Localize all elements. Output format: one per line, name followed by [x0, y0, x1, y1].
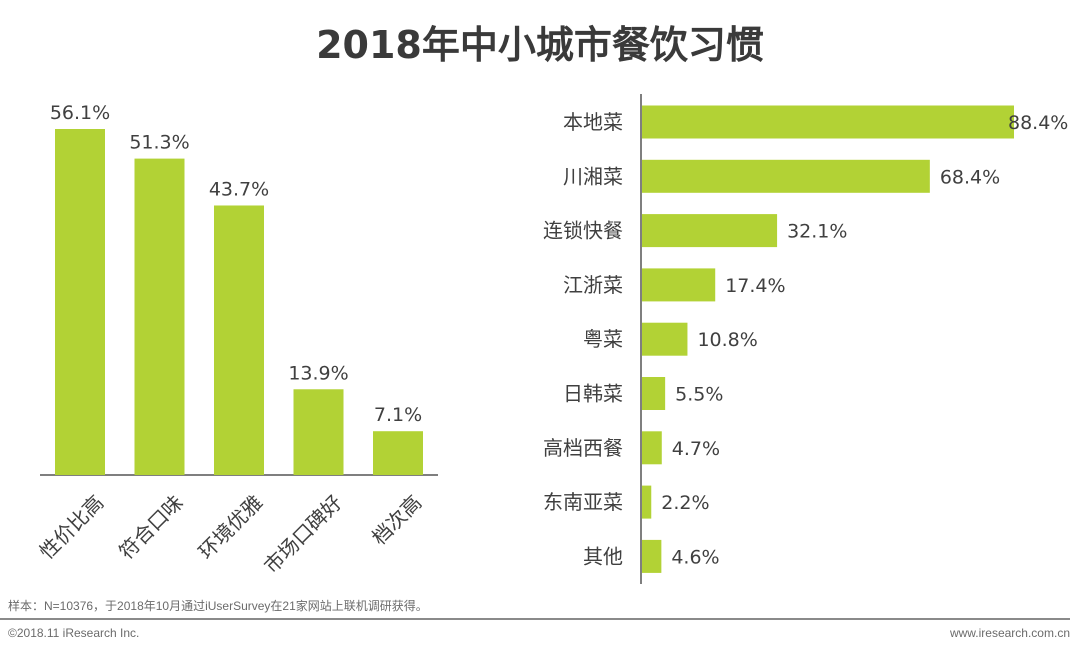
bar	[214, 205, 264, 475]
sample-note: 样本：N=10376，于2018年10月通过iUserSurvey在21家网站上…	[8, 599, 428, 613]
bar	[642, 431, 662, 465]
category-tick-label: 连锁快餐	[543, 219, 623, 243]
category-tick-label: 川湘菜	[563, 164, 623, 188]
bar	[134, 158, 185, 475]
bar	[642, 268, 716, 302]
category-tick-label: 符合口味	[114, 490, 188, 564]
data-label: 2.2%	[661, 492, 709, 514]
category-tick-label: 本地菜	[563, 110, 623, 134]
bar	[642, 539, 662, 573]
right-bar-chart: 本地菜 88.4% 川湘菜 68.4% 连锁快餐 32.1% 江浙菜 17.4% 粤菜 10.8%…	[543, 94, 1068, 584]
left-bar-chart: 56.1% 性价比高 51.3% 符合口味 43.7% 环境优雅 13.9% 市场口碑好 7.1…	[35, 102, 438, 578]
data-label: 10.8%	[697, 329, 757, 351]
data-label: 56.1%	[50, 102, 110, 124]
category-tick-label: 市场口碑好	[259, 490, 347, 578]
copyright: ©2018.11 iResearch Inc.	[8, 626, 140, 640]
category-tick-label: 性价比高	[35, 490, 109, 564]
bar	[642, 159, 930, 193]
data-label: 43.7%	[209, 178, 269, 200]
bar	[642, 322, 688, 356]
category-tick-label: 环境优雅	[194, 490, 268, 564]
category-tick-label: 东南亚菜	[543, 490, 623, 514]
bar	[642, 377, 666, 410]
data-label: 13.9%	[288, 362, 348, 384]
category-tick-label: 粤菜	[583, 327, 623, 351]
data-label: 17.4%	[725, 275, 785, 297]
data-label: 4.7%	[672, 438, 720, 460]
bar	[55, 129, 105, 475]
data-label: 5.5%	[675, 384, 723, 406]
data-label: 88.4%	[1008, 112, 1068, 134]
bar	[293, 389, 344, 475]
website-link[interactable]: www.iresearch.com.cn	[949, 626, 1070, 640]
chart-title: 2018年中小城市餐饮习惯	[316, 23, 764, 67]
data-label: 32.1%	[787, 221, 847, 243]
bar	[642, 214, 778, 248]
category-tick-label: 档次高	[367, 490, 426, 549]
category-tick-label: 江浙菜	[563, 273, 623, 297]
category-tick-label: 其他	[583, 544, 623, 568]
category-tick-label: 高档西餐	[543, 436, 623, 460]
data-label: 4.6%	[671, 546, 719, 568]
bar	[642, 105, 1014, 139]
bar	[373, 431, 423, 475]
category-tick-label: 日韩菜	[563, 382, 623, 406]
bar	[642, 485, 652, 519]
data-label: 7.1%	[374, 404, 422, 426]
footer-divider	[0, 618, 1070, 620]
data-label: 51.3%	[129, 132, 189, 154]
data-label: 68.4%	[940, 166, 1000, 188]
